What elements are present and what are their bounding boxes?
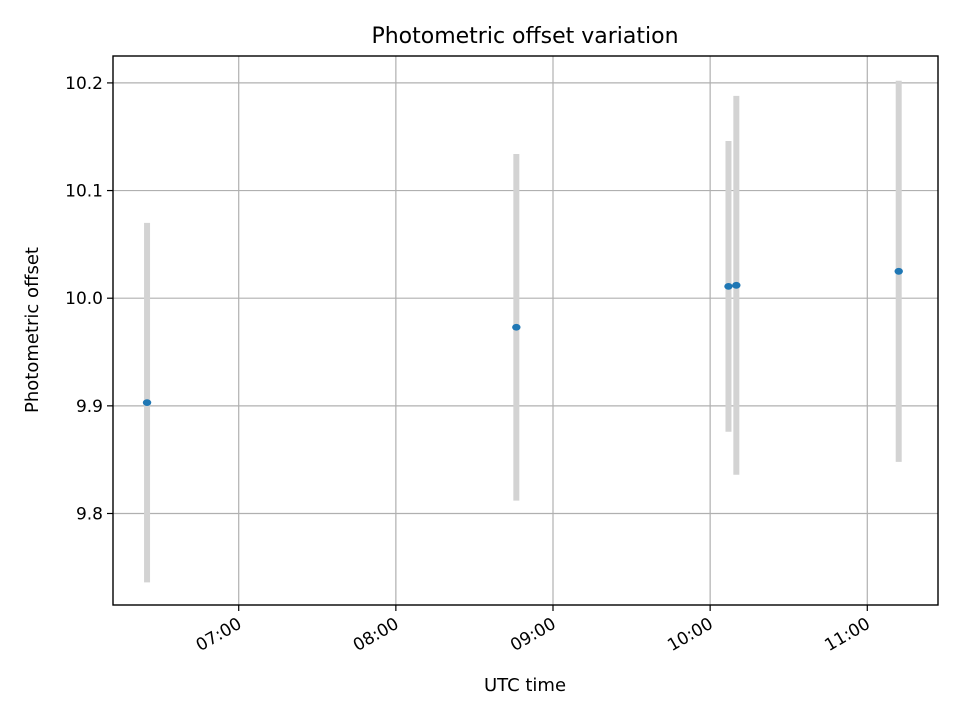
grid-lines [113,56,938,605]
x-axis-label: UTC time [484,675,566,696]
data-point [512,323,521,331]
data-point [894,267,903,275]
x-axis-ticks: 07:00 08:00 09:00 10:00 11:00 [193,605,874,656]
x-tick-label: 08:00 [350,614,402,656]
plot-frame [112,55,939,606]
y-axis-ticks: 9.8 9.9 10.0 10.1 10.2 [65,74,113,525]
y-tick-label: 10.1 [65,182,103,202]
y-tick-label: 9.8 [76,505,103,525]
x-tick-label: 07:00 [193,614,245,656]
data-points [142,267,903,407]
x-tick-label: 10:00 [664,614,716,656]
data-point [732,281,741,289]
error-bars [144,80,902,583]
y-tick-label: 9.9 [76,397,103,417]
chart-title: Photometric offset variation [371,24,678,49]
data-point [142,399,152,407]
y-tick-label: 10.2 [65,74,103,94]
data-point [724,282,733,290]
y-tick-label: 10.0 [65,289,103,309]
y-axis-label: Photometric offset [22,247,43,413]
x-tick-label: 11:00 [821,614,873,656]
x-tick-label: 09:00 [507,614,559,656]
